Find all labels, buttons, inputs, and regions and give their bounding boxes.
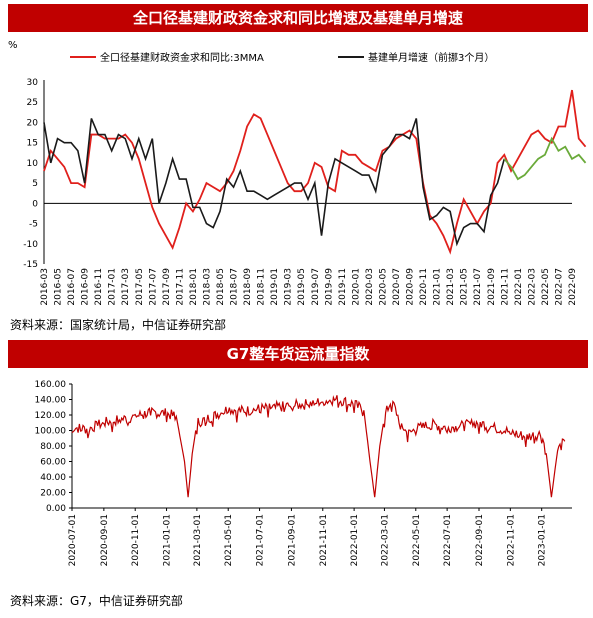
series-line-infra-monthly-recent (503, 136, 587, 181)
y-tick-label: 160.00 (35, 380, 67, 390)
x-tick-label: 2016-11 (94, 268, 104, 306)
x-tick-label: 2016-07 (67, 268, 77, 306)
y-tick-label: 40.00 (40, 473, 66, 483)
legend-label-series-2: 基建单月增速（前挪3个月） (368, 51, 494, 64)
x-tick-label: 2018-03 (202, 268, 212, 306)
x-tick-label: 2022-03 (527, 268, 537, 306)
y-tick-label: 0 (32, 199, 38, 209)
series-line-g7-index (71, 395, 566, 498)
x-tick-label: 2020-05 (378, 268, 388, 306)
x-tick-label: 2020-07 (392, 268, 402, 306)
y-tick-label: 140.00 (35, 396, 67, 406)
chart-title-bottom: G7整车货运流量指数 (8, 340, 588, 368)
y-axis-unit: % (8, 40, 18, 51)
y-tick-label: 5 (32, 179, 38, 189)
x-tick-label: 2023-01-01 (538, 514, 548, 566)
y-tick-label: 20.00 (40, 489, 66, 499)
x-tick-label: 2018-01 (189, 268, 199, 306)
x-tick-label: 2022-01-01 (350, 514, 360, 566)
y-tick-label: 100.00 (35, 427, 67, 437)
x-tick-label: 2020-09-01 (100, 514, 110, 566)
y-tick-label: 20 (27, 118, 39, 128)
x-tick-label: 2020-11 (419, 268, 429, 306)
x-tick-label: 2021-07-01 (256, 514, 266, 566)
x-tick-label: 2021-03 (446, 268, 456, 306)
x-tick-label: 2022-11-01 (506, 514, 516, 566)
x-tick-label: 2022-09 (568, 268, 578, 306)
x-tick-label: 2020-09 (406, 268, 416, 306)
x-tick-label: 2017-03 (121, 268, 131, 306)
x-tick-label: 2017-01 (108, 268, 118, 306)
y-tick-label: 80.00 (40, 442, 66, 452)
series-line-fiscal-3mma (43, 89, 587, 255)
x-tick-label: 2018-11 (257, 268, 267, 306)
y-tick-label: -5 (29, 220, 38, 230)
x-tick-label: 2017-11 (175, 268, 185, 306)
x-tick-label: 2016-05 (54, 268, 64, 306)
infrastructure-growth-chart: % 全口径基建财政资金求和同比:3MMA 基建单月增速（前挪3个月） -15 -10 -5… (8, 40, 587, 306)
x-tick-label: 2017-07 (148, 268, 158, 306)
x-tick-label: 2020-03 (365, 268, 375, 306)
y-tick-label: -10 (23, 240, 38, 250)
x-tick-label: 2019-09 (324, 268, 334, 306)
x-tick-label: 2021-07 (473, 268, 483, 306)
chart-title-top: 全口径基建财政资金求和同比增速及基建单月增速 (8, 4, 588, 32)
x-tick-label: 2019-05 (297, 268, 307, 306)
x-tick-label: 2021-11 (500, 268, 510, 306)
x-tick-label: 2021-11-01 (319, 514, 329, 566)
y-tick-label: 15 (27, 139, 38, 149)
x-tick-label: 2016-09 (81, 268, 91, 306)
x-tick-label: 2020-01 (351, 268, 361, 306)
x-tick-label: 2022-09-01 (475, 514, 485, 566)
y-tick-label: -15 (23, 260, 38, 270)
x-tick-label: 2022-01 (514, 268, 524, 306)
source-note-top: 资料来源：国家统计局，中信证券研究部 (10, 318, 227, 332)
x-tick-label: 2021-05 (460, 268, 470, 306)
x-tick-label: 2022-07 (554, 268, 564, 306)
x-tick-label: 2019-11 (338, 268, 348, 306)
x-tick-label: 2017-09 (162, 268, 172, 306)
x-tick-label: 2018-09 (243, 268, 253, 306)
x-tick-label: 2021-03-01 (193, 514, 203, 566)
x-tick-label: 2021-05-01 (224, 514, 234, 566)
x-tick-label: 2018-05 (216, 268, 226, 306)
x-tick-label: 2021-09-01 (287, 514, 297, 566)
y-tick-label: 60.00 (40, 458, 66, 468)
x-tick-label: 2017-05 (135, 268, 145, 306)
y-tick-label: 0.00 (46, 504, 66, 514)
source-note-bottom: 资料来源：G7，中信证券研究部 (10, 594, 183, 608)
y-tick-label: 30 (27, 78, 39, 88)
g7-freight-index-chart: 0.00 20.00 40.00 60.00 80.00 100.00 120.00 140.… (35, 380, 572, 566)
y-tick-label: 25 (27, 98, 38, 108)
y-tick-label: 10 (27, 159, 39, 169)
legend-label-series-1: 全口径基建财政资金求和同比:3MMA (100, 51, 264, 64)
x-tick-label: 2022-05-01 (412, 514, 422, 566)
x-tick-label: 2022-07-01 (443, 514, 453, 566)
series-line-infra-monthly (43, 118, 506, 247)
x-tick-label: 2021-01-01 (163, 514, 173, 566)
x-tick-label: 2021-09 (487, 268, 497, 306)
x-tick-label: 2020-11-01 (131, 514, 141, 566)
x-tick-label: 2021-01 (433, 268, 443, 306)
y-tick-label: 120.00 (35, 411, 67, 421)
x-tick-label: 2022-05 (541, 268, 551, 306)
x-tick-label: 2019-01 (270, 268, 280, 306)
x-tick-label: 2022-03-01 (380, 514, 390, 566)
x-tick-label: 2016-03 (40, 268, 50, 306)
x-tick-label: 2020-07-01 (68, 514, 78, 566)
x-tick-label: 2018-07 (230, 268, 240, 306)
x-tick-label: 2019-07 (311, 268, 321, 306)
x-tick-label: 2019-03 (284, 268, 294, 306)
